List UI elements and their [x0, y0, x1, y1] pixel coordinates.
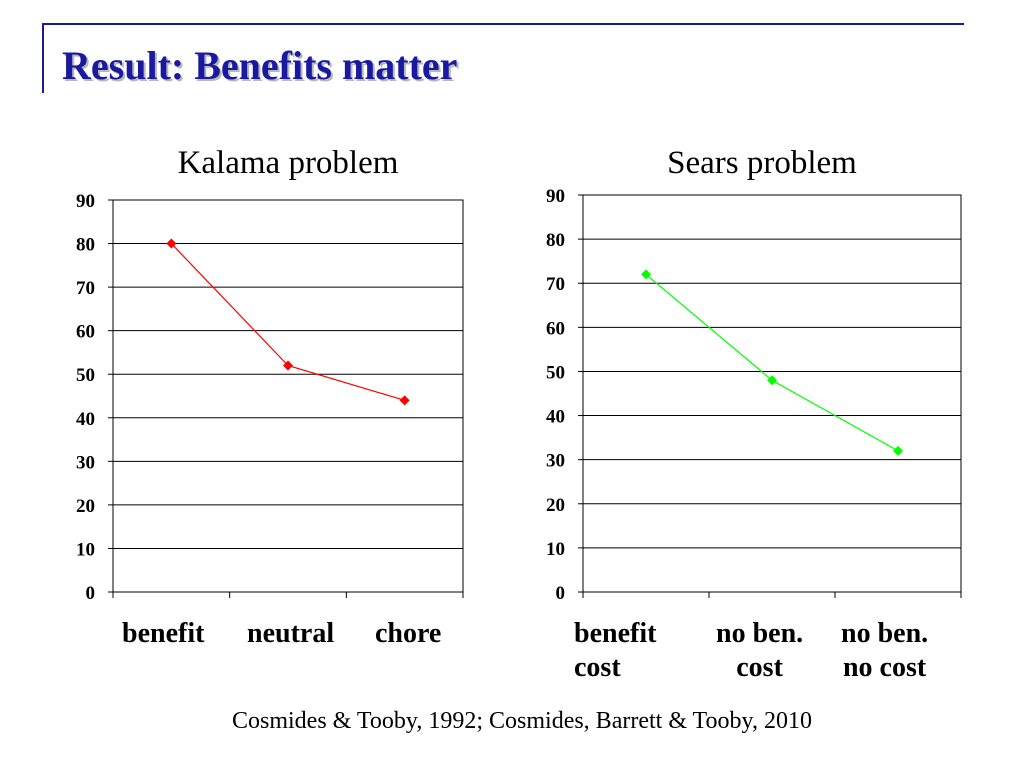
sears-y-tick-label: 50	[546, 362, 565, 383]
kalama-y-tick-label: 0	[86, 583, 96, 604]
kalama-y-tick-label: 20	[76, 496, 95, 517]
kalama-y-tick-label: 10	[76, 539, 95, 560]
kalama-category-label: benefit	[122, 618, 205, 649]
kalama-plot-frame	[112, 199, 464, 593]
sears-chart-title: Sears problem	[667, 145, 857, 181]
sears-y-tick-label: 0	[556, 583, 566, 604]
kalama-y-tick-label: 90	[76, 191, 95, 212]
sears-data-point	[641, 269, 651, 280]
sears-y-tick-label: 60	[546, 318, 565, 339]
kalama-data-point	[283, 360, 293, 371]
kalama-y-tick-label: 50	[76, 365, 95, 386]
sears-series-line	[645, 273, 899, 452]
kalama-y-tick-label: 30	[76, 452, 95, 473]
kalama-y-tick-label: 80	[76, 235, 95, 256]
kalama-chart-title: Kalama problem	[177, 145, 399, 181]
sears-category-label: no ben. no cost	[841, 618, 929, 683]
kalama-data-point	[166, 238, 177, 249]
sears-category-label: no ben. cost	[716, 618, 804, 683]
kalama-category-label: chore	[375, 618, 442, 649]
sears-y-tick-label: 40	[546, 407, 565, 428]
kalama-data-point	[399, 395, 410, 406]
sears-data-point	[893, 445, 903, 456]
sears-data-point	[767, 375, 777, 386]
sears-y-tick-label: 90	[546, 186, 565, 207]
kalama-series-line	[170, 243, 405, 401]
kalama-category-label: neutral	[247, 618, 335, 649]
kalama-chart: 0 10 20 30 40 50 60 70 80 90	[76, 191, 464, 604]
title-rule-horizontal	[42, 23, 964, 25]
title-rule-vertical	[42, 23, 44, 93]
kalama-y-tick-label: 40	[76, 409, 95, 430]
sears-y-tick-label: 20	[546, 495, 565, 516]
kalama-y-tick-label: 70	[76, 278, 95, 299]
sears-chart: 0 10 20 30 40 50 60 70 80 90	[546, 186, 962, 604]
sears-y-tick-label: 70	[546, 274, 565, 295]
kalama-y-tick-label: 60	[76, 322, 95, 343]
sears-y-tick-label: 10	[546, 539, 565, 560]
sears-y-tick-label: 80	[546, 230, 565, 251]
sears-y-tick-label: 30	[546, 451, 565, 472]
slide-title: Result: Benefits matter	[62, 43, 458, 88]
citation: Cosmides & Tooby, 1992; Cosmides, Barret…	[232, 708, 812, 734]
sears-plot-frame	[582, 194, 962, 593]
sears-category-label: benefit cost	[574, 618, 657, 683]
